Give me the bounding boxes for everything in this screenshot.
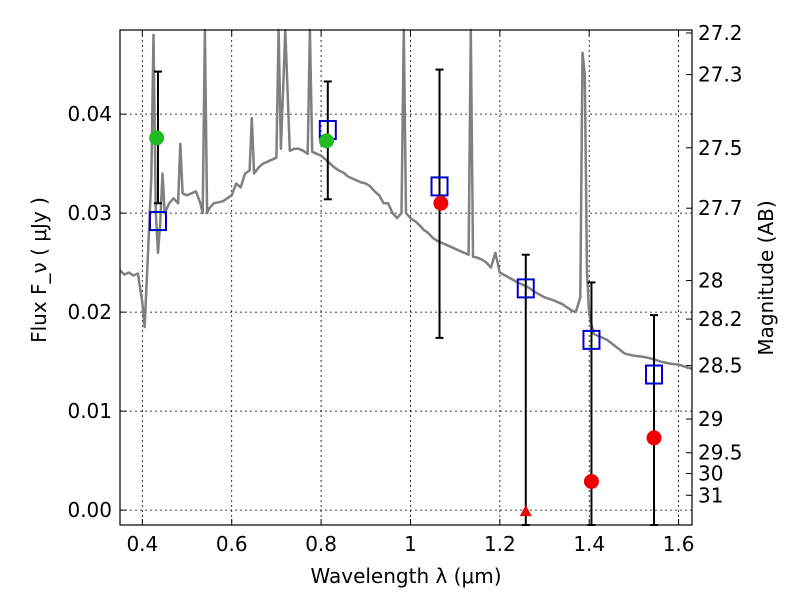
mag-tick-label: 28 (698, 268, 723, 292)
x-tick-label: 1.4 (573, 532, 605, 556)
x-tick-label: 0.4 (126, 532, 158, 556)
y-tick-label: 0.02 (67, 300, 112, 324)
y-axis-label: Flux F_ν ( μJy ) (27, 197, 51, 343)
y-tick-label: 0.03 (67, 201, 112, 225)
mag-tick-label: 31 (698, 483, 723, 507)
x-tick-label: 1.6 (663, 532, 695, 556)
mag-tick-label: 27.5 (698, 136, 743, 160)
x-axis-label: Wavelength λ (μm) (310, 564, 501, 588)
x-tick-label: 1.2 (484, 532, 516, 556)
x-tick-label: 0.6 (216, 532, 248, 556)
model-flux-square (148, 211, 167, 232)
mag-tick-label: 29.5 (698, 441, 743, 465)
y-tick-label: 0.04 (67, 102, 112, 126)
observed-flux-point (646, 430, 662, 446)
y2-axis-label: Magnitude (AB) (754, 200, 778, 355)
mag-tick-label: 29 (698, 407, 723, 431)
ticks-layer: 0.4 0.6 0.8 1 1.2 1.4 1.6 0.00 0.01 0.02 0.03 0.04 2… (67, 21, 742, 556)
model-spectrum-line (119, 28, 693, 370)
model-flux-square (582, 329, 601, 350)
observed-flux-point (433, 195, 449, 211)
upper-limit-point (519, 505, 532, 517)
mag-tick-label: 28.5 (698, 354, 743, 378)
x-tick-label: 1 (404, 532, 417, 556)
mag-tick-label: 27.2 (698, 21, 743, 45)
x-tick-label: 0.8 (305, 532, 337, 556)
mag-tick-label: 27.3 (698, 63, 743, 87)
model-flux-square (516, 278, 535, 299)
y-tick-label: 0.01 (67, 399, 112, 423)
model-flux-square (645, 364, 664, 385)
observed-flux-point (149, 130, 165, 146)
model-flux-square (430, 176, 449, 197)
observed-flux-point (318, 133, 334, 149)
data-layer (119, 28, 693, 526)
mag-tick-label: 27.7 (698, 196, 743, 220)
plot-frame (119, 29, 693, 526)
mag-tick-label: 30 (698, 462, 723, 486)
y-tick-label: 0.00 (67, 498, 112, 522)
mag-tick-label: 28.2 (698, 307, 743, 331)
observed-flux-point (583, 473, 599, 489)
